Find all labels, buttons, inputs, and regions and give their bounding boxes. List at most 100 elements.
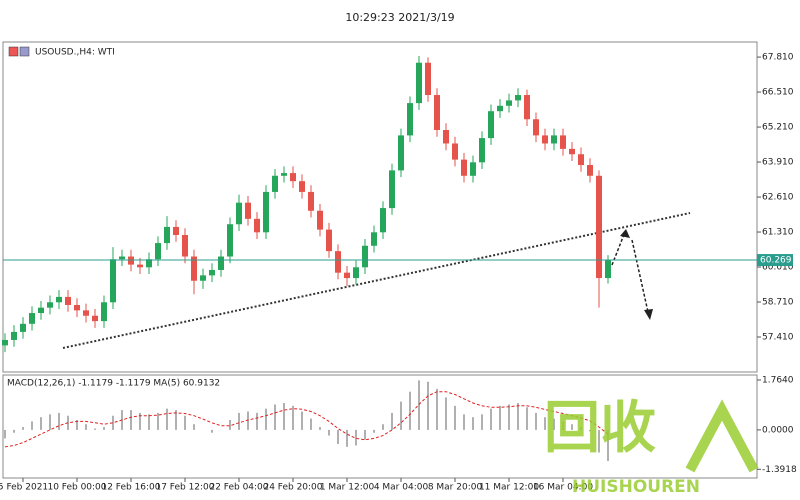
arrowhead — [620, 229, 630, 238]
candle-body — [416, 62, 422, 104]
x-tick-label: 11 Mar 12:00 — [479, 483, 539, 493]
arrow-down — [631, 239, 649, 313]
last-price-box — [757, 254, 793, 267]
candle-body — [506, 100, 512, 106]
candle-body — [236, 202, 242, 225]
candle-body — [497, 105, 503, 112]
timestamp: 10:29:23 2021/3/19 — [345, 11, 454, 24]
candle-body — [362, 245, 368, 268]
y-tick-label: 63.910 — [762, 158, 794, 168]
candle-body — [20, 323, 26, 332]
x-tick-label: 16 Mar 04:00 — [533, 483, 593, 493]
candle-body — [344, 272, 350, 279]
candle-body — [569, 148, 575, 155]
x-tick-label: 17 Feb 12:00 — [155, 483, 214, 493]
candle-body — [578, 154, 584, 166]
candle-body — [182, 234, 188, 257]
candle-body — [65, 296, 71, 305]
candle-body — [137, 264, 143, 268]
watermark: 回收 HUISHOUREN — [544, 396, 759, 497]
x-tick-label: 1 Mar 12:00 — [320, 483, 375, 493]
candle-body — [407, 103, 413, 136]
symbol-icon — [8, 46, 19, 57]
candle-body — [173, 226, 179, 235]
candle-body — [542, 135, 548, 144]
candle-body — [389, 170, 395, 209]
candle-body — [128, 256, 134, 265]
candle-body — [200, 275, 206, 281]
candle-body — [299, 181, 305, 192]
chart-title: USOUSD.,H4: WTI — [35, 48, 115, 58]
candle-body — [452, 143, 458, 160]
symbol-icon — [19, 46, 30, 57]
x-tick-label: 4 Mar 04:00 — [374, 483, 429, 493]
y-tick-label: 60.010 — [762, 263, 794, 273]
candle-body — [191, 256, 197, 281]
indicator-label: MACD(12,26,1) -1.1179 -1.1179 MA(5) 60.9… — [7, 379, 220, 389]
candle-body — [227, 224, 233, 257]
candle-body — [119, 256, 125, 260]
y-tick-label: 57.410 — [762, 333, 794, 343]
plot-layer: 67.810 66.510 65.210 63.910 62.610 61.310 60.0… — [0, 53, 797, 493]
candle-body — [524, 95, 530, 120]
candle-body — [533, 119, 539, 136]
candle-body — [74, 304, 80, 311]
candle-body — [380, 208, 386, 233]
watermark-text: HUISHOUREN — [572, 477, 700, 497]
candle-body — [596, 175, 602, 279]
candle-body — [587, 165, 593, 176]
y-tick-label: 66.510 — [762, 88, 794, 98]
x-tick-label: 5 Feb 2021 — [0, 483, 48, 493]
candle-body — [371, 232, 377, 246]
candle-body — [317, 210, 323, 230]
y-tick-label: 0.0000 — [762, 425, 794, 435]
candle-body — [254, 218, 260, 233]
y-tick-label: 67.810 — [762, 53, 794, 63]
candle-body — [290, 173, 296, 182]
candle-body — [605, 260, 611, 279]
candle-body — [470, 162, 476, 176]
candle-body — [551, 135, 557, 144]
candle-body — [11, 331, 17, 340]
candle-body — [398, 135, 404, 171]
candle-body — [560, 135, 566, 149]
price-panel — [2, 41, 758, 373]
candle-body — [461, 159, 467, 176]
candle-body — [146, 259, 152, 268]
y-tick-label: 61.310 — [762, 228, 794, 238]
candle-body — [272, 175, 278, 192]
x-tick-label: 24 Feb 20:00 — [263, 483, 322, 493]
candle-body — [101, 302, 107, 322]
candle-body — [29, 313, 35, 324]
candle-body — [434, 95, 440, 131]
y-tick-label: 58.710 — [762, 298, 794, 308]
y-tick-label: 1.7640 — [762, 375, 794, 385]
candle-body — [56, 296, 62, 303]
candle-body — [218, 256, 224, 270]
candle-body — [335, 251, 341, 273]
candle-body — [245, 202, 251, 219]
candle-body — [209, 269, 215, 276]
candle-body — [353, 267, 359, 279]
candle-body — [155, 243, 161, 260]
y-tick-label: 62.610 — [762, 193, 794, 203]
x-tick-label: 22 Feb 04:00 — [209, 483, 268, 493]
candle-body — [92, 315, 98, 322]
candle-body — [425, 62, 431, 96]
candle-body — [443, 130, 449, 144]
candle-body — [308, 191, 314, 211]
candle-body — [326, 229, 332, 252]
candle-body — [110, 259, 116, 303]
x-tick-label: 10 Feb 00:00 — [47, 483, 106, 493]
x-tick-label: 8 Mar 20:00 — [428, 483, 483, 493]
candle-body — [47, 302, 53, 308]
candle-body — [2, 339, 8, 346]
candle-body — [263, 191, 269, 233]
macd-panel — [2, 374, 758, 479]
watermark-icon — [685, 399, 759, 473]
trend-line — [62, 212, 691, 349]
signal-line — [4, 391, 609, 448]
candle-body — [38, 307, 44, 314]
x-tick-label: 12 Feb 16:00 — [101, 483, 160, 493]
